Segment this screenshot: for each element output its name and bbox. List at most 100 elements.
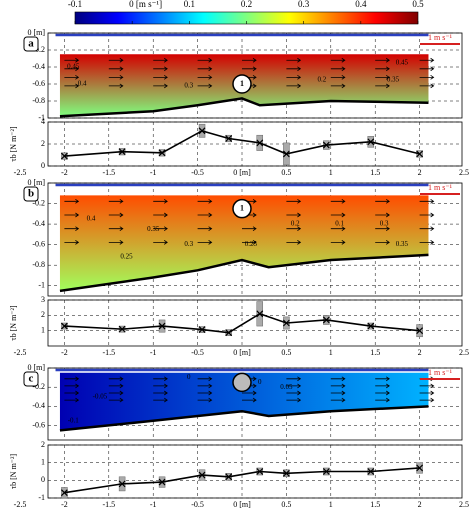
cylinder-label: 1 [240,204,244,213]
x-tick-label: -1.5 [102,168,115,177]
frame [47,299,463,347]
y-tick-label: -0.4 [32,219,45,228]
arrow [153,75,168,80]
arrow [153,240,168,245]
arrow [64,383,80,389]
point [118,480,126,488]
point [158,478,166,486]
arrow [286,66,302,72]
arrow [197,75,213,80]
point [416,150,424,158]
arrow [375,226,390,232]
arrow [64,83,80,89]
arrow [108,57,124,63]
cylinder [232,74,252,94]
arrow [197,226,213,232]
x-tick-label: 2.5 [459,348,469,357]
point [225,135,233,142]
y-tick-label: 0 [41,475,45,484]
arrow [375,240,390,245]
point [60,152,68,160]
x-tick-label: 2 [418,168,422,177]
arrow [108,198,124,204]
y-tick-label: 0 [41,161,45,170]
arrow [330,376,346,382]
panel-label: b [28,188,34,200]
arrow [197,397,213,403]
point [322,468,330,475]
point [367,322,375,330]
bed-line [59,405,429,432]
arrow [375,75,390,80]
arrow [419,240,435,245]
arrow [153,390,168,396]
contour-label: 0.25 [245,240,258,248]
colorbar-tick-label: 0.5 [412,0,424,9]
panel-label-box [23,36,39,52]
x-tick-label: 0.5 [281,500,291,509]
y-tick-label: -0.4 [32,62,45,71]
y-tick-label: 1 [41,325,45,334]
cylinder-label: 1 [240,79,244,88]
y-tick-label: 2 [41,310,45,319]
y-tick-label: -0.2 [32,45,45,54]
contour-label: 0.45 [67,63,80,71]
point [256,139,264,147]
arrow [153,397,168,403]
arrow [153,57,168,63]
arrow [64,212,80,218]
arrow [64,66,80,72]
arrow [108,383,124,389]
arrow [330,57,346,63]
x-tick-label: 1 [329,168,333,177]
y-tick-label: -0.6 [32,239,45,248]
y-axis-label: τb [N m⁻²] [9,454,18,490]
panel-label: c [29,373,34,385]
arrow [197,83,213,89]
y-tick-label: 0 [m] [27,178,45,187]
bed-line [59,253,429,293]
y-axis-label: τb [N m⁻²] [9,126,18,162]
contour-label: 0.2 [318,75,327,83]
cylinder [232,372,252,393]
arrow [330,198,346,204]
x-tick-label: -2 [61,500,68,509]
arrow [419,83,435,89]
y-tick-label: -1 [38,281,45,290]
arrow [242,397,257,403]
contour-label: 0.4 [78,80,87,88]
contour-label: 0.3 [380,220,389,228]
x-tick-label: -0.5 [191,168,204,177]
arrow [64,390,80,396]
point [416,327,424,335]
x-tick-label: -1.5 [102,500,115,509]
arrow [419,383,435,389]
contour-label: 0.45 [396,58,409,66]
y-tick-label: -0.8 [32,260,45,269]
x-tick-label: 0.5 [281,168,291,177]
arrow [286,212,302,218]
arrow [64,226,80,232]
arrow [153,83,168,89]
point [225,329,233,337]
scale-label: 1 m s⁻¹ [428,33,453,42]
arrow [197,390,213,396]
arrow [419,390,435,396]
point [282,319,290,327]
arrow [197,212,213,218]
x-tick-label: 0.5 [281,348,291,357]
arrow [375,376,390,382]
arrow [153,66,168,72]
arrow [153,226,168,232]
contour-label: 0.4 [87,215,96,223]
arrow [197,376,213,382]
x-tick-label: 0 [m] [233,500,251,509]
x-tick-label: 1 [329,500,333,509]
contour-label: -0.1 [68,416,80,424]
panel-label-box [23,186,39,202]
arrow [64,240,80,245]
arrow [375,198,390,204]
arrow [153,376,168,382]
x-tick-label: 1.5 [370,500,380,509]
